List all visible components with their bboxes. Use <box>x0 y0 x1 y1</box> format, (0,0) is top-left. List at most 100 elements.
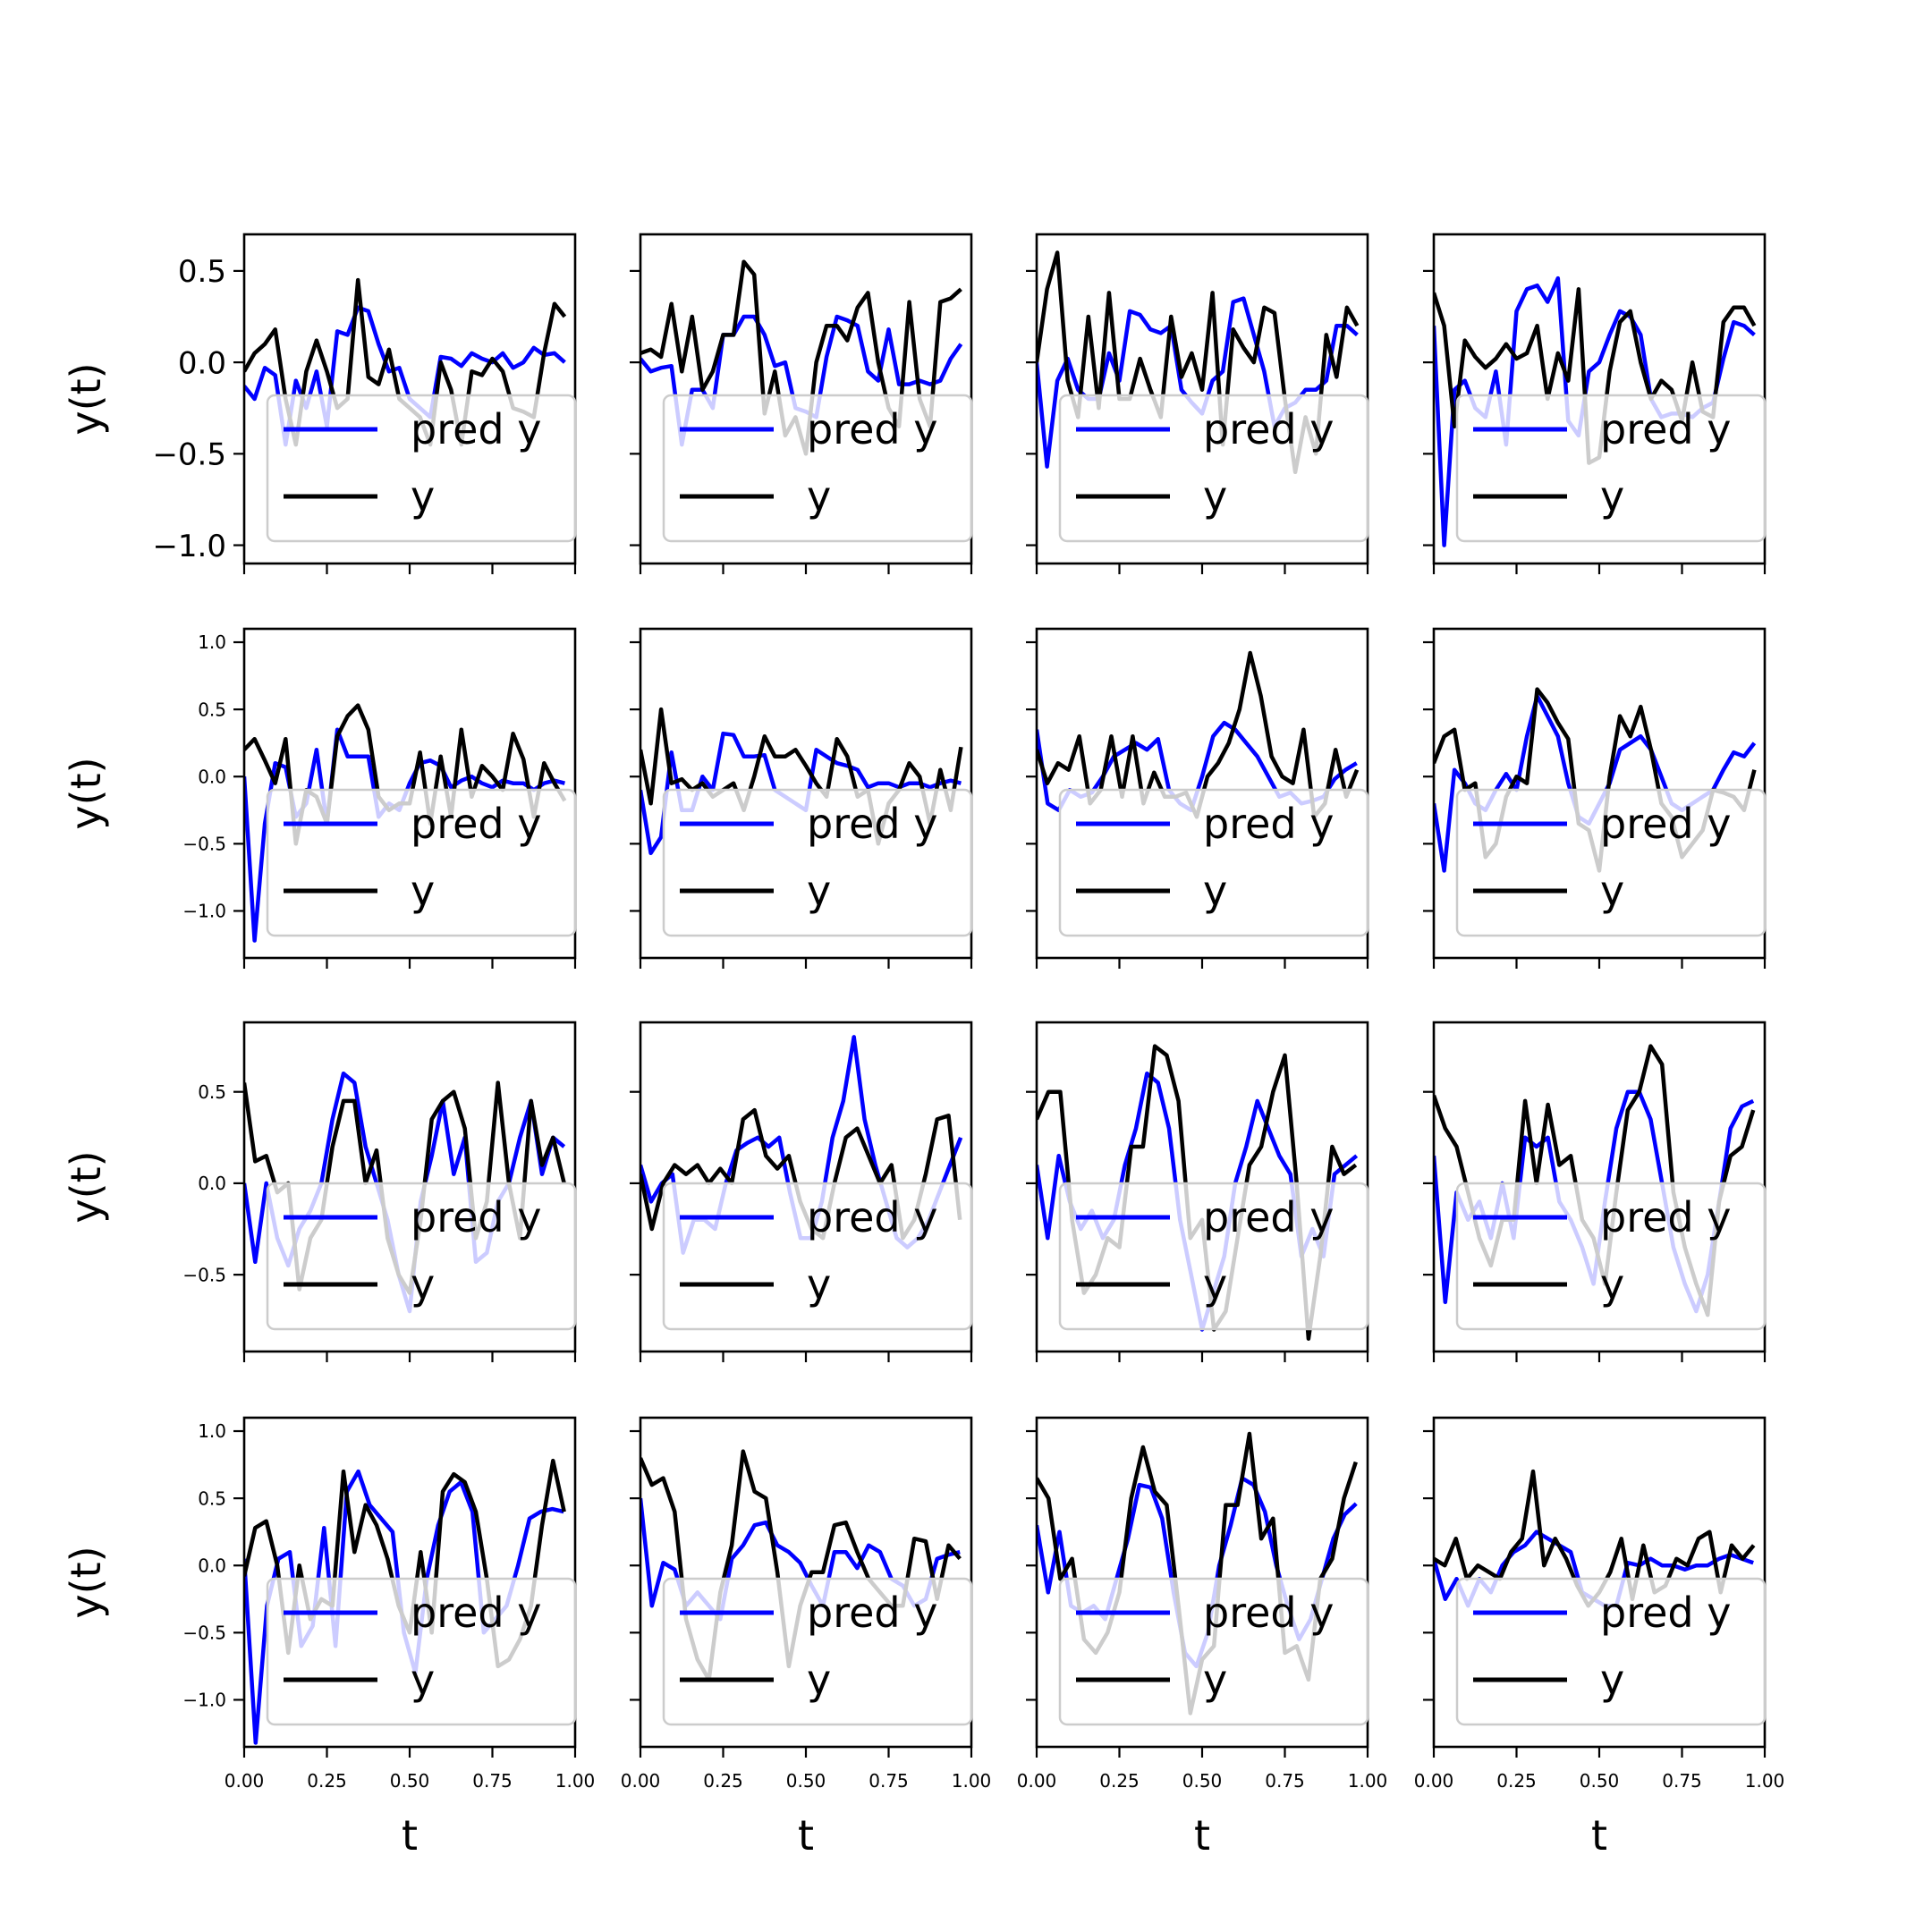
legend-label-pred-y: pred y <box>411 800 541 848</box>
ytick-label: 1.0 <box>198 1420 226 1442</box>
xtick-label: 0.00 <box>1017 1770 1057 1792</box>
legend-label-y: y <box>411 867 435 915</box>
xtick-label: 0.25 <box>307 1770 347 1792</box>
legend-box <box>1058 394 1369 543</box>
legend-label-pred-y: pred y <box>1600 405 1731 453</box>
subplot-r2c2: pred y y <box>630 627 973 969</box>
subplot-r4c4: 0.00 0.25 0.50 0.75 1.00 pred y y <box>1414 1416 1784 1792</box>
xtick-label: 0.75 <box>472 1770 513 1792</box>
legend-label-y: y <box>1600 472 1624 521</box>
y-axis-labels: y(t) y(t) y(t) y(t) <box>62 362 110 1618</box>
legend-label-pred-y: pred y <box>1600 800 1731 848</box>
legend-box <box>1455 1182 1767 1331</box>
legend-label-y: y <box>807 1260 831 1309</box>
legend-box <box>662 1577 973 1726</box>
legend-box <box>1058 1577 1369 1726</box>
legend-label-y: y <box>1600 1656 1624 1704</box>
ytick-label: 0.0 <box>178 345 226 381</box>
subplot-grid: 0.5 0.0 −0.5 −1.0 pred y y pred y y pred y y pred … <box>152 233 1784 1792</box>
ytick-label: 0.5 <box>198 699 226 720</box>
xlabel-col-2: t <box>798 1811 814 1860</box>
legend-box <box>266 394 577 543</box>
legend-label-y: y <box>807 1656 831 1704</box>
ytick-label: 0.5 <box>198 1487 226 1509</box>
legend: pred y y <box>662 788 973 937</box>
xtick-label: 0.00 <box>1414 1770 1454 1792</box>
legend-label-y: y <box>411 472 435 521</box>
ytick-label: 0.5 <box>198 1081 226 1103</box>
xtick-label: 0.50 <box>390 1770 430 1792</box>
legend: pred y y <box>266 788 577 937</box>
legend-label-pred-y: pred y <box>807 1589 937 1637</box>
legend-box <box>1455 394 1767 543</box>
xtick-label: 0.75 <box>869 1770 909 1792</box>
legend-label-pred-y: pred y <box>411 405 541 453</box>
xtick-label: 0.25 <box>1496 1770 1537 1792</box>
subplot-r4c3: 0.00 0.25 0.50 0.75 1.00 pred y y <box>1017 1416 1388 1792</box>
legend-label-pred-y: pred y <box>411 1193 541 1241</box>
legend-box <box>266 788 577 937</box>
legend-label-pred-y: pred y <box>807 800 937 848</box>
xlabel-col-1: t <box>402 1811 418 1860</box>
xtick-label: 1.00 <box>1348 1770 1388 1792</box>
subplot-r2c4: pred y y <box>1423 627 1767 969</box>
legend-label-pred-y: pred y <box>1203 800 1334 848</box>
legend: pred y y <box>1455 394 1767 543</box>
xtick-label: 0.25 <box>1099 1770 1140 1792</box>
legend-box <box>1455 788 1767 937</box>
series-pred-y <box>244 305 566 447</box>
legend-box <box>662 788 973 937</box>
ylabel-row-4: y(t) <box>62 1546 110 1618</box>
legend-label-pred-y: pred y <box>1600 1193 1731 1241</box>
ytick-label: −1.0 <box>182 901 226 922</box>
legend-box <box>1058 1182 1369 1331</box>
legend-label-y: y <box>1203 1260 1227 1309</box>
xtick-label: 0.00 <box>225 1770 265 1792</box>
legend-label-pred-y: pred y <box>807 405 937 453</box>
legend: pred y y <box>1058 394 1369 543</box>
xtick-label: 0.50 <box>1580 1770 1620 1792</box>
legend-label-y: y <box>1600 1260 1624 1309</box>
legend: pred y y <box>1455 1577 1767 1726</box>
legend: pred y y <box>266 394 577 543</box>
legend-label-pred-y: pred y <box>1203 1589 1334 1637</box>
legend: pred y y <box>1058 1577 1369 1726</box>
legend-label-y: y <box>411 1260 435 1309</box>
subplot-r2c3: pred y y <box>1026 627 1369 969</box>
ytick-label: 0.5 <box>178 254 226 290</box>
ytick-label: −0.5 <box>182 834 226 855</box>
subplot-r3c3: pred y y <box>1026 1021 1369 1362</box>
legend-label-pred-y: pred y <box>1203 405 1334 453</box>
legend: pred y y <box>1455 1182 1767 1331</box>
ytick-label: 1.0 <box>198 631 226 653</box>
legend-box <box>662 1182 973 1331</box>
ytick-label: −1.0 <box>182 1690 226 1711</box>
legend: pred y y <box>1455 788 1767 937</box>
xtick-label: 0.50 <box>1182 1770 1223 1792</box>
xtick-label: 1.00 <box>555 1770 596 1792</box>
legend-label-y: y <box>1203 1656 1227 1704</box>
ytick-label: 0.0 <box>198 766 226 787</box>
subplot-r4c2: 0.00 0.25 0.50 0.75 1.00 pred y y <box>621 1416 991 1792</box>
ytick-label: −0.5 <box>182 1623 226 1644</box>
legend-box <box>1455 1577 1767 1726</box>
xtick-label: 0.75 <box>1662 1770 1702 1792</box>
legend-label-y: y <box>1203 867 1227 915</box>
ylabel-row-2: y(t) <box>62 757 110 829</box>
legend-label-pred-y: pred y <box>411 1589 541 1637</box>
xtick-label: 0.75 <box>1265 1770 1305 1792</box>
ytick-label: −0.5 <box>182 1264 226 1285</box>
ylabel-row-3: y(t) <box>62 1150 110 1223</box>
xlabel-col-4: t <box>1591 1811 1607 1860</box>
subplot-r4c1: 0.00 0.25 0.50 0.75 1.00 1.0 0.5 0.0 −0.5 −1.0 pre… <box>182 1416 596 1792</box>
legend-box <box>662 394 973 543</box>
legend: pred y y <box>662 394 973 543</box>
legend: pred y y <box>266 1577 577 1726</box>
legend: pred y y <box>662 1182 973 1331</box>
legend-label-y: y <box>411 1656 435 1704</box>
subplot-r1c2: pred y y <box>630 233 973 574</box>
legend-label-pred-y: pred y <box>1600 1589 1731 1637</box>
legend-label-y: y <box>1203 472 1227 521</box>
subplot-r1c4: pred y y <box>1423 233 1767 574</box>
